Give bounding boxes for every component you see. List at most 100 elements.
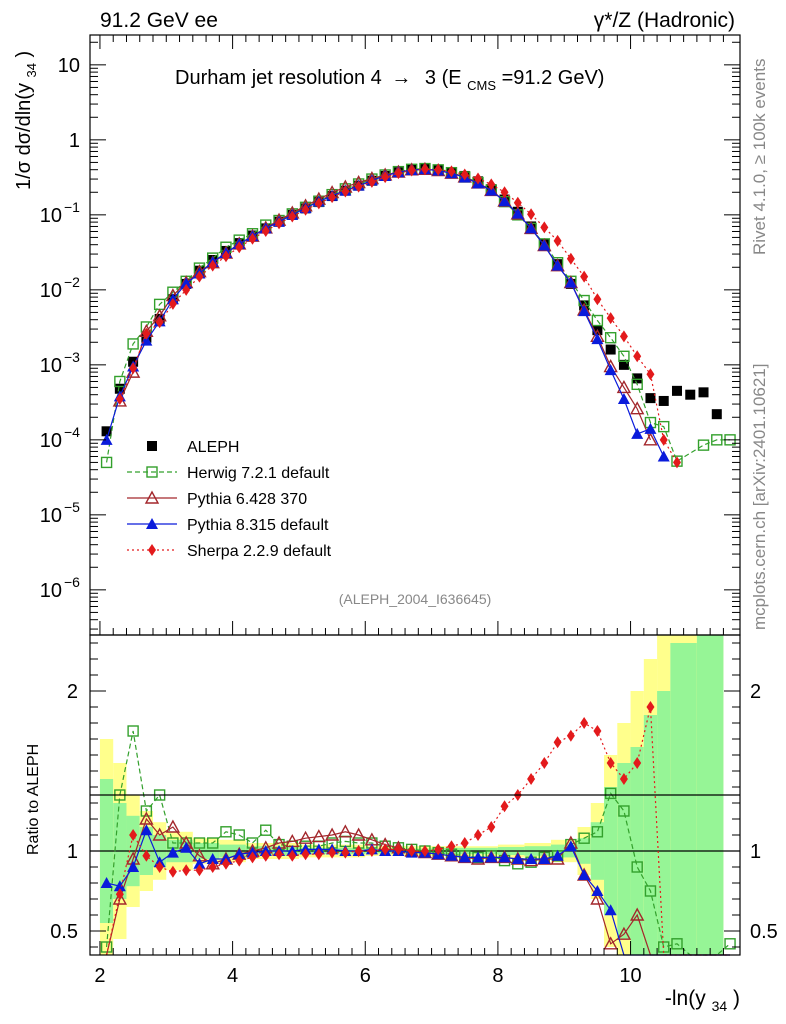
ratio-point: [193, 857, 206, 869]
data-point: [698, 387, 709, 398]
ratio-point: [394, 843, 403, 856]
y-tick-label: 10: [58, 55, 80, 77]
data-point: [551, 259, 564, 271]
chart-title: Durham jet resolution 4 → 3 (E CMS =91.2…: [175, 67, 604, 95]
y-tick-label: 10: [40, 505, 62, 527]
data-point: [631, 378, 643, 391]
data-point: [447, 165, 456, 178]
legend-entry-aleph: ALEPH: [147, 439, 239, 456]
data-point: [578, 305, 591, 317]
mcplots-label: mcplots.cern.ch [arXiv:2401.10621]: [750, 364, 769, 630]
ratio-tick-label: 0.5: [50, 921, 78, 943]
ratio-point: [129, 829, 138, 841]
legend-entry-herwig-7-2-1-default: Herwig 7.2.1 default: [127, 465, 330, 482]
ratio-point: [498, 851, 511, 863]
y-tick-label: 10: [40, 280, 62, 302]
data-point: [407, 164, 416, 177]
ratio-point: [551, 849, 564, 861]
legend-marker: [147, 441, 157, 451]
ratio-point: [511, 853, 524, 864]
ylabel-main: 1/σ dσ/dln(y: [13, 83, 35, 190]
legend-marker: [146, 466, 158, 478]
data-point: [643, 432, 658, 446]
data-point: [591, 333, 604, 345]
data-point: [646, 368, 655, 381]
data-point: [593, 293, 602, 306]
ratio-point: [324, 827, 340, 841]
ratio-point: [113, 880, 126, 892]
y-tick-exponent: −1: [64, 199, 80, 215]
ratio-point: [233, 848, 246, 860]
ratio-point: [606, 757, 615, 769]
data-point: [127, 338, 139, 350]
data-point: [657, 450, 670, 462]
ratio-point: [354, 845, 363, 857]
ratio-tick-label-right: 1: [750, 841, 761, 863]
data-point: [618, 359, 629, 370]
ratio-point: [566, 729, 575, 742]
ratio-point: [341, 846, 350, 859]
ratio-point: [458, 851, 471, 863]
xlabel-sub: 34: [712, 998, 728, 1014]
ratio-point: [298, 830, 313, 844]
data-point: [527, 208, 536, 221]
ratio-point: [633, 757, 642, 769]
band-inner-segment: [657, 691, 671, 955]
ratio-point: [590, 891, 605, 905]
legend-label: Pythia 8.315 default: [187, 517, 329, 534]
data-point: [566, 252, 575, 265]
data-point: [500, 186, 509, 199]
series-herwig-7-2-1-default: [100, 162, 736, 469]
data-point: [182, 283, 191, 296]
ratio-point: [206, 853, 219, 864]
ratio-point: [618, 805, 630, 817]
data-point: [114, 375, 126, 388]
ratio-point: [139, 811, 154, 825]
ratio-point: [578, 869, 591, 880]
data-point: [275, 217, 284, 230]
data-point: [341, 185, 350, 198]
data-point: [155, 316, 164, 329]
ratio-point: [180, 841, 193, 853]
xlabel-main: -ln(y: [665, 987, 706, 1010]
ratio-point: [260, 824, 272, 836]
ratio-point: [165, 819, 181, 833]
ratio-point: [472, 851, 485, 863]
data-point: [261, 224, 270, 237]
ratio-point: [112, 891, 128, 905]
ratio-point: [142, 849, 151, 862]
ratio-point: [538, 853, 551, 864]
title-main: Durham jet resolution 4: [175, 67, 382, 89]
data-point: [604, 332, 617, 344]
y-tick-exponent: −4: [64, 424, 80, 440]
x-axis-label: -ln(y 34 ): [665, 987, 740, 1016]
series-sherpa-2-2-9-default: [115, 163, 681, 469]
ratio-point: [155, 861, 164, 873]
data-point: [658, 395, 669, 406]
data-point: [580, 270, 589, 283]
data-point: [604, 364, 617, 376]
ratio-point: [288, 849, 297, 862]
ratio-point: [631, 861, 643, 873]
ratio-point: [351, 827, 366, 841]
data-point: [606, 312, 615, 325]
ratio-sherpa-2-2-9-default: [105, 701, 731, 956]
ratio-point: [235, 854, 244, 867]
ratio-point: [407, 845, 416, 857]
data-point: [328, 191, 337, 204]
data-point: [672, 456, 681, 469]
ratio-y-axis-label: Ratio to ALEPH: [25, 744, 42, 855]
data-point: [538, 239, 551, 251]
data-point: [100, 433, 113, 445]
data-point: [420, 163, 429, 176]
data-point: [633, 350, 642, 363]
ratio-point: [182, 864, 191, 877]
data-point: [101, 426, 112, 437]
ratio-point: [564, 840, 577, 852]
data-point: [591, 314, 604, 327]
y-tick-label: 10: [40, 430, 62, 452]
data-point: [511, 207, 524, 219]
data-point: [354, 180, 363, 193]
ratio-point: [527, 773, 536, 785]
